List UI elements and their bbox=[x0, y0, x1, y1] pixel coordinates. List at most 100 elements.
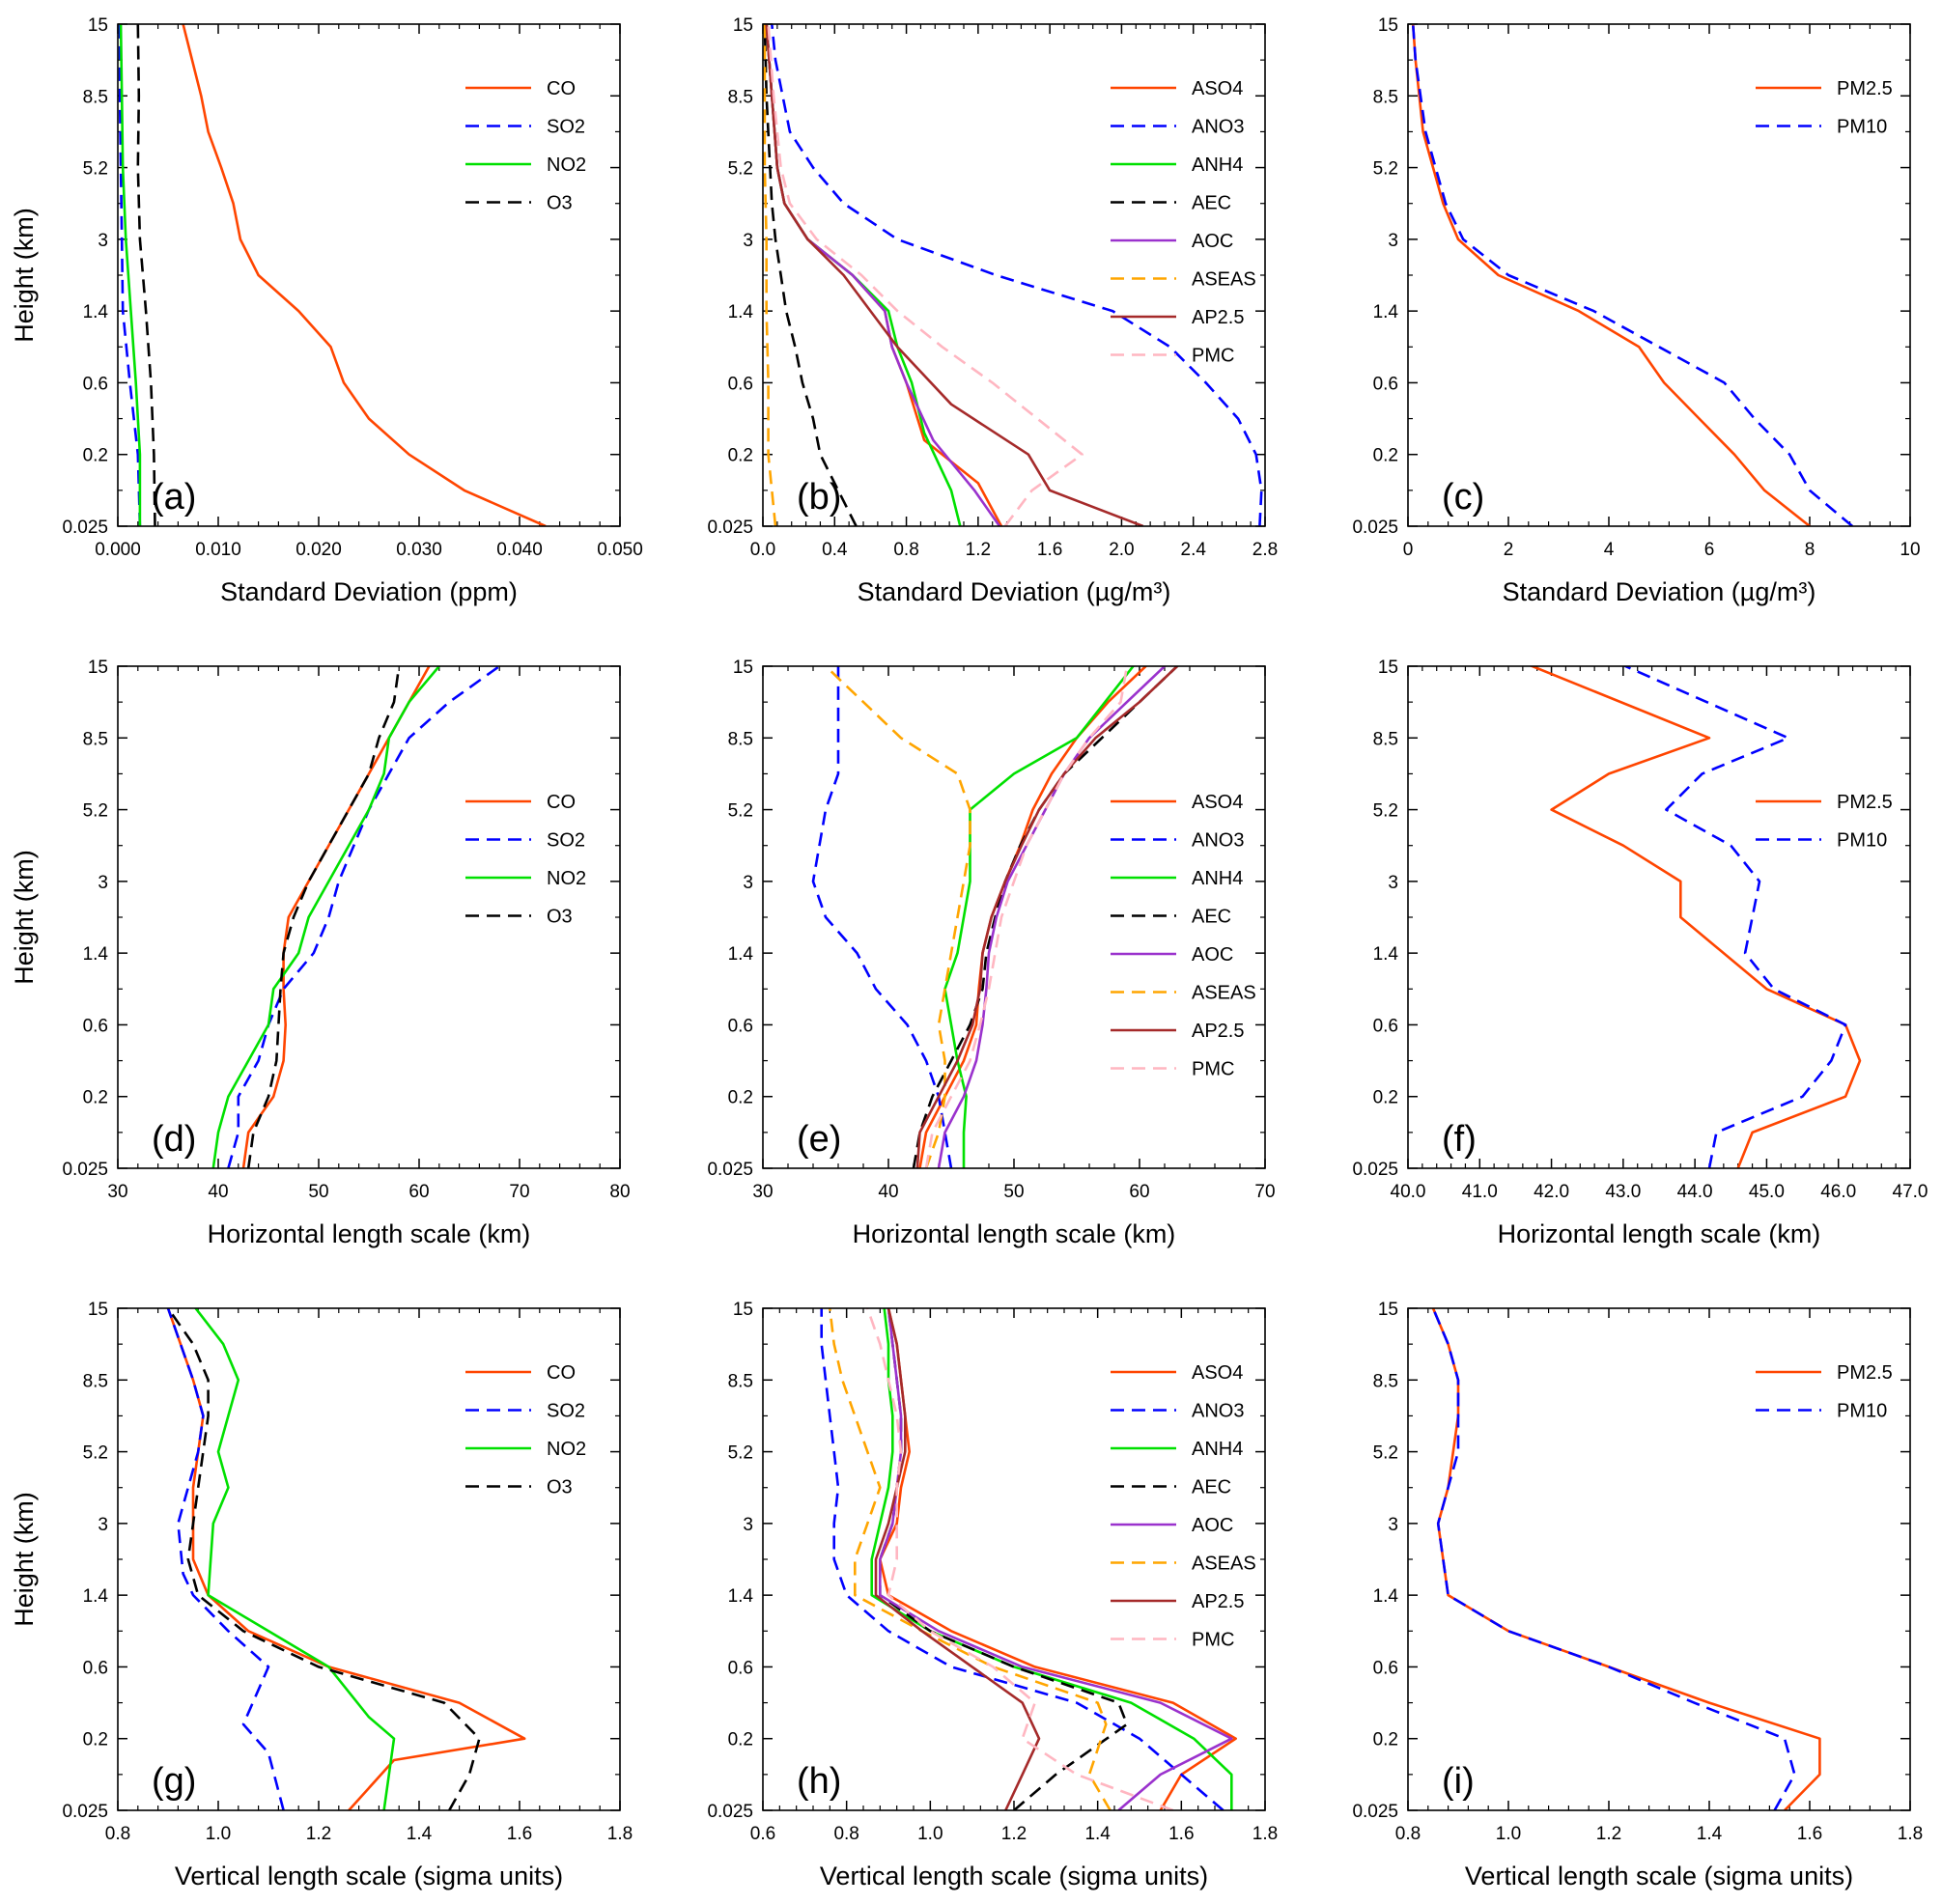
legend-label-o3: O3 bbox=[547, 193, 573, 214]
y-tick-label: 5.2 bbox=[728, 801, 753, 822]
y-tick-label: 5.2 bbox=[1373, 159, 1398, 180]
x-tick-label: 2.0 bbox=[1109, 540, 1134, 560]
x-tick-label: 6 bbox=[1704, 540, 1715, 560]
y-tick-label: 5.2 bbox=[83, 1443, 108, 1464]
series-line-pmc bbox=[924, 666, 1129, 1168]
y-tick-label: 0.6 bbox=[83, 1658, 108, 1678]
series-line-aseas bbox=[824, 666, 971, 1168]
series-line-no2 bbox=[211, 666, 441, 1168]
y-tick-label: 3 bbox=[1388, 1515, 1398, 1535]
x-tick-label: 1.6 bbox=[1797, 1824, 1822, 1844]
plot-frame bbox=[762, 1307, 1266, 1811]
x-tick-label: 44.0 bbox=[1677, 1182, 1713, 1202]
panel-tag: (g) bbox=[152, 1761, 196, 1802]
legend-label-pm10: PM10 bbox=[1837, 1401, 1887, 1422]
series-line-co bbox=[181, 24, 547, 526]
series-line-anh4 bbox=[943, 666, 1135, 1168]
legend-label-o3: O3 bbox=[547, 1477, 573, 1498]
series-group bbox=[1411, 24, 1854, 526]
y-tick-label: 1.4 bbox=[83, 302, 109, 322]
plot-frame bbox=[1407, 23, 1911, 527]
x-tick-label: 0.8 bbox=[1395, 1824, 1421, 1844]
y-tick-label: 1.4 bbox=[83, 1586, 109, 1607]
series-line-pm10 bbox=[1411, 24, 1854, 526]
x-tick-label: 0.8 bbox=[893, 540, 918, 560]
y-tick-label: 3 bbox=[743, 1515, 753, 1535]
series-group bbox=[1431, 1308, 1821, 1810]
x-tick-label: 1.0 bbox=[917, 1824, 943, 1844]
x-tick-label: 47.0 bbox=[1893, 1182, 1928, 1202]
y-tick-label: 0.2 bbox=[1373, 1730, 1398, 1750]
panel-tag: (f) bbox=[1442, 1119, 1477, 1160]
y-tick-label: 0.025 bbox=[62, 1160, 108, 1180]
legend-label-ano3: ANO3 bbox=[1192, 117, 1244, 138]
x-tick-label: 1.6 bbox=[1037, 540, 1062, 560]
series-line-pmc bbox=[865, 1308, 1174, 1810]
legend-label-o3: O3 bbox=[547, 907, 573, 928]
panel-tag: (h) bbox=[797, 1761, 841, 1802]
legend-label-aseas: ASEAS bbox=[1192, 983, 1256, 1004]
plot-frame bbox=[1407, 1307, 1911, 1811]
x-tick-label: 1.6 bbox=[1168, 1824, 1194, 1844]
legend-label-aoc: AOC bbox=[1192, 944, 1233, 966]
x-axis-title: Vertical length scale (sigma units) bbox=[175, 1862, 563, 1890]
legend-label-aoc: AOC bbox=[1192, 1515, 1233, 1536]
legend-label-aoc: AOC bbox=[1192, 231, 1233, 252]
legend-label-no2: NO2 bbox=[547, 1439, 586, 1460]
series-group bbox=[118, 24, 547, 526]
y-tick-label: 0.6 bbox=[83, 1016, 108, 1036]
legend-label-pm25: PM2.5 bbox=[1837, 1362, 1893, 1384]
x-tick-label: 70 bbox=[1254, 1182, 1275, 1202]
series-group bbox=[811, 666, 1179, 1168]
x-tick-label: 0.010 bbox=[195, 540, 241, 560]
y-tick-label: 0.025 bbox=[1352, 1802, 1398, 1822]
legend-label-aec: AEC bbox=[1192, 193, 1231, 214]
x-tick-label: 2.4 bbox=[1181, 540, 1207, 560]
series-line-pm10 bbox=[1431, 1308, 1796, 1810]
x-axis-title: Vertical length scale (sigma units) bbox=[820, 1862, 1208, 1890]
x-axis-title: Horizontal length scale (km) bbox=[208, 1219, 531, 1248]
legend-label-ap25: AP2.5 bbox=[1192, 1021, 1244, 1042]
y-axis-title: Height (km) bbox=[10, 208, 39, 343]
legend-label-aec: AEC bbox=[1192, 907, 1231, 928]
y-tick-label: 0.025 bbox=[707, 518, 753, 538]
y-tick-label: 0.025 bbox=[1352, 518, 1398, 538]
legend-label-aso4: ASO4 bbox=[1192, 1362, 1243, 1384]
x-tick-label: 40 bbox=[878, 1182, 898, 1202]
series-line-aseas bbox=[828, 1308, 1112, 1810]
legend-label-anh4: ANH4 bbox=[1192, 868, 1243, 889]
series-line-so2 bbox=[227, 666, 501, 1168]
y-tick-label: 5.2 bbox=[1373, 801, 1398, 822]
x-tick-label: 1.8 bbox=[1898, 1824, 1923, 1844]
y-tick-label: 3 bbox=[743, 873, 753, 893]
legend-label-co: CO bbox=[547, 792, 576, 813]
series-line-pm25 bbox=[1529, 666, 1862, 1168]
x-tick-label: 2 bbox=[1504, 540, 1514, 560]
y-tick-label: 1.4 bbox=[83, 944, 109, 965]
x-axis-title: Vertical length scale (sigma units) bbox=[1465, 1862, 1853, 1890]
series-group bbox=[820, 1308, 1237, 1810]
y-tick-label: 1.4 bbox=[728, 944, 754, 965]
y-tick-label: 1.4 bbox=[728, 302, 754, 322]
y-tick-label: 1.4 bbox=[1373, 302, 1399, 322]
series-line-pm10 bbox=[1622, 666, 1847, 1168]
x-tick-label: 50 bbox=[308, 1182, 328, 1202]
series-group bbox=[211, 666, 501, 1168]
panel-tag: (b) bbox=[797, 477, 841, 518]
series-line-so2 bbox=[118, 24, 142, 526]
y-tick-label: 15 bbox=[1378, 658, 1398, 678]
y-tick-label: 15 bbox=[88, 1300, 108, 1320]
series-group bbox=[166, 1308, 526, 1810]
x-tick-label: 30 bbox=[752, 1182, 773, 1202]
series-line-o3 bbox=[136, 24, 156, 526]
y-tick-label: 0.025 bbox=[707, 1160, 753, 1180]
x-tick-label: 1.0 bbox=[206, 1824, 231, 1844]
y-tick-label: 8.5 bbox=[1373, 87, 1398, 107]
x-tick-label: 0.000 bbox=[95, 540, 141, 560]
series-line-o3 bbox=[246, 666, 401, 1168]
x-tick-label: 1.2 bbox=[966, 540, 991, 560]
